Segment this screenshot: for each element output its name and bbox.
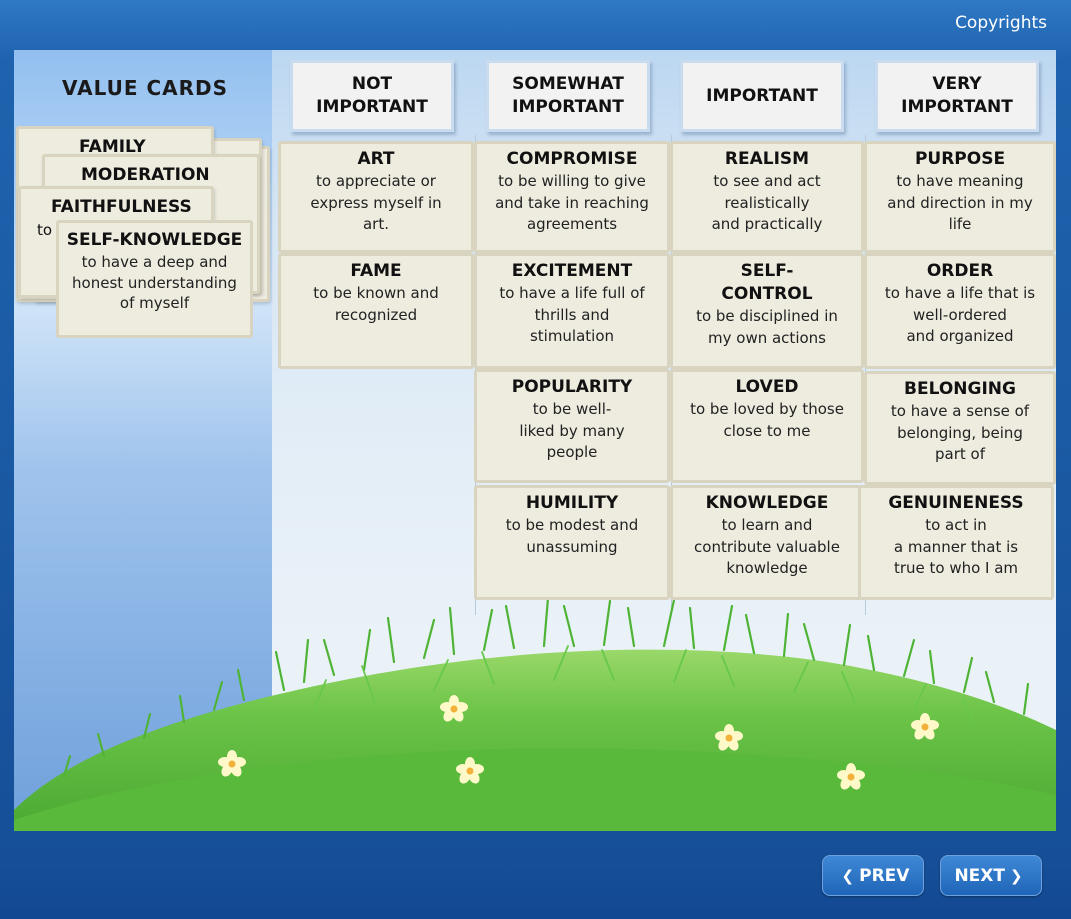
value-card-fame[interactable]: FAME to be known and recognized [278,253,474,369]
value-card-genuineness[interactable]: GENUINENESS to act in a manner that is t… [858,485,1054,600]
value-card-purpose[interactable]: PURPOSE to have meaning and direction in… [864,141,1056,253]
chevron-right-icon: ❯ [1009,866,1023,885]
deck-card-self-knowledge[interactable]: SELF-KNOWLEDGE to have a deep and honest… [56,220,253,338]
value-card-popularity[interactable]: POPULARITY to be well- liked by many peo… [474,369,670,483]
value-card-belonging[interactable]: BELONGING to have a sense of belonging, … [864,371,1056,485]
value-card-knowledge[interactable]: KNOWLEDGE to learn and contribute valuab… [670,485,864,600]
value-card-art[interactable]: ART to appreciate or express myself in a… [278,141,474,253]
value-card-realism[interactable]: REALISM to see and act realistically and… [670,141,864,253]
sorting-stage: VALUE CARDS [14,50,1056,831]
chevron-left-icon: ❮ [841,866,855,885]
grass-hill-illustration [14,596,1056,831]
value-card-loved[interactable]: LOVED to be loved by those close to me [670,369,864,483]
value-card-compromise[interactable]: COMPROMISE to be willing to give and tak… [474,141,670,253]
value-card-self-control[interactable]: SELF- CONTROL to be disciplined in my ow… [670,253,864,369]
column-header-very-important: VERY IMPORTANT [875,60,1039,132]
column-header-somewhat-important: SOMEWHAT IMPORTANT [486,60,650,132]
value-card-order[interactable]: ORDER to have a life that is well-ordere… [864,253,1056,369]
copyrights-link[interactable]: Copyrights [955,13,1047,33]
top-bar: Copyrights [0,0,1071,50]
value-card-humility[interactable]: HUMILITY to be modest and unassuming [474,485,670,600]
value-card-excitement[interactable]: EXCITEMENT to have a life full of thrill… [474,253,670,369]
column-header-important: IMPORTANT [680,60,844,132]
prev-button[interactable]: ❮ PREV [822,855,924,896]
next-button[interactable]: NEXT ❯ [940,855,1042,896]
column-header-not-important: NOT IMPORTANT [290,60,454,132]
deck-title: VALUE CARDS [61,76,229,100]
